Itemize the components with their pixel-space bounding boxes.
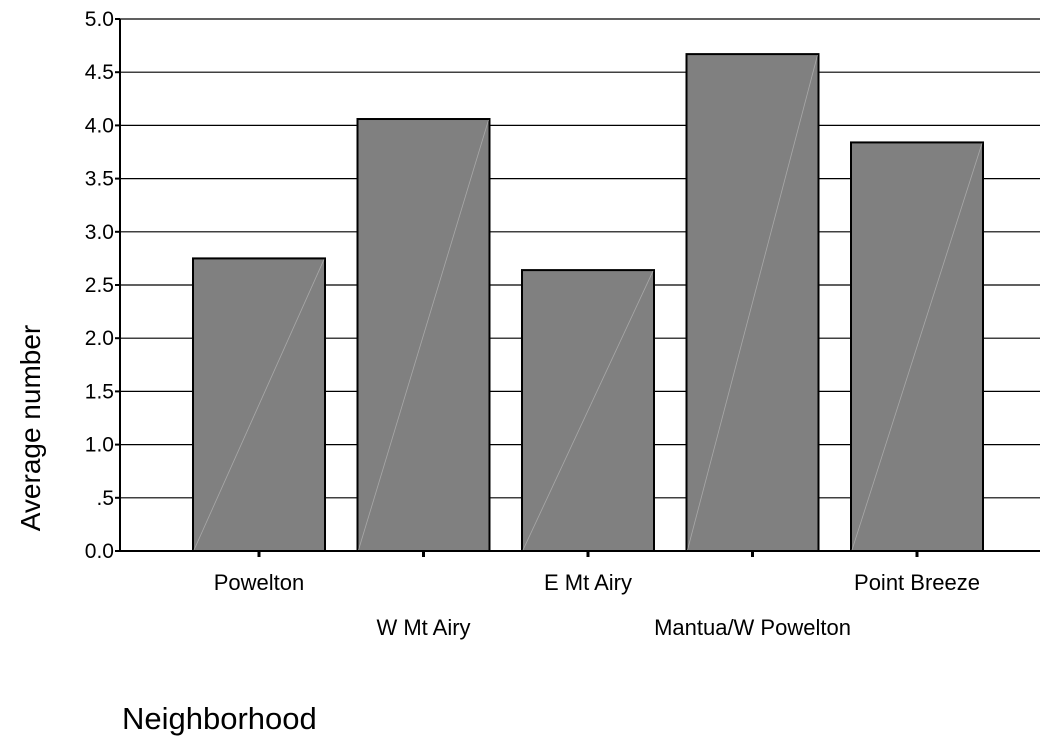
y-axis-title: Average number [15, 325, 46, 532]
x-tick-label: Point Breeze [854, 570, 980, 595]
y-tick-label: 4.5 [85, 61, 114, 84]
y-ticks: 0.0 .5 1.0 1.5 2.0 2.5 3.0 3.5 4.0 4.5 5.0 [85, 8, 120, 563]
x-ticks: Powelton W Mt Airy E Mt Airy Mantua/W Powel… [214, 551, 980, 640]
y-tick-label: 1.0 [85, 434, 114, 457]
y-tick-label: 5.0 [85, 8, 114, 31]
y-tick-label: 0.0 [85, 540, 114, 563]
y-tick-label: 3.5 [85, 168, 114, 191]
y-tick-label: 2.5 [85, 274, 114, 297]
bars [193, 54, 983, 551]
x-tick-label: W Mt Airy [376, 615, 470, 640]
x-tick-label: E Mt Airy [544, 570, 632, 595]
y-tick-label: 2.0 [85, 327, 114, 350]
y-tick-label: 3.0 [85, 221, 114, 244]
x-axis-title: Neighborhood [122, 701, 317, 736]
x-tick-label: Mantua/W Powelton [654, 615, 851, 640]
y-tick-label: 4.0 [85, 114, 114, 137]
y-tick-label: 1.5 [85, 380, 114, 403]
x-tick-label: Powelton [214, 570, 305, 595]
y-tick-label: .5 [96, 487, 114, 510]
